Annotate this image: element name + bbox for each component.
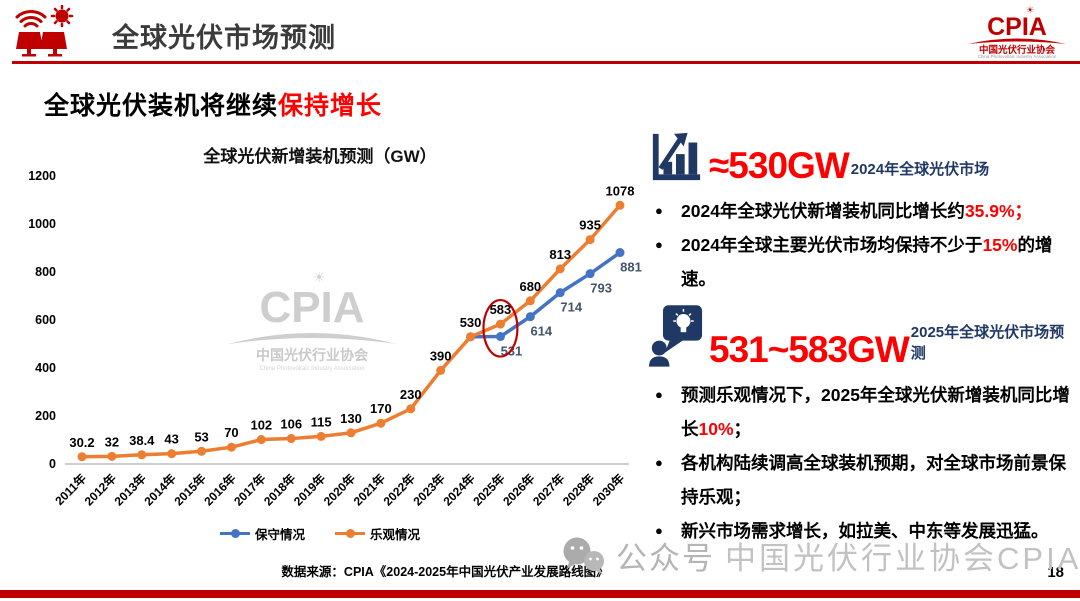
cpia-logo: ☀ CPIA 中国光伏行业协会 China Photovoltaic Indus… [968, 5, 1066, 59]
svg-text:70: 70 [224, 425, 238, 440]
svg-text:2014年: 2014年 [141, 471, 179, 509]
chart-title: 全球光伏新增装机预测（GW） [203, 147, 437, 166]
svg-text:102: 102 [250, 418, 272, 433]
legend-label-optimistic: 乐观情况 [370, 528, 421, 542]
svg-text:200: 200 [35, 409, 56, 423]
section-2025: 531~583GW 2025年全球光伏市场预测 预测乐观情况下，2025年全球光… [649, 302, 1077, 548]
svg-text:2020年: 2020年 [320, 471, 358, 509]
svg-text:130: 130 [340, 411, 362, 426]
line-chart: 0 200 400 600 800 1000 1200 2011年2012年2013年2014… [28, 169, 642, 509]
svg-text:CPIA: CPIA [987, 13, 1047, 41]
svg-text:2021年: 2021年 [350, 471, 388, 509]
bullet-list-2025: 预测乐观情况下，2025年全球光伏新增装机同比增长10%； 各机构陆续调高全球装… [649, 378, 1077, 548]
svg-text:2028年: 2028年 [559, 471, 597, 509]
chart-legend: 保守情况 乐观情况 [0, 524, 640, 543]
headline-sub-2024: 2024年全球光伏市场 [850, 161, 990, 178]
legend-item-conservative: 保守情况 [219, 524, 305, 543]
svg-text:China Photovoltaic Industry As: China Photovoltaic Industry Association [259, 366, 364, 372]
svg-text:714: 714 [560, 300, 582, 315]
svg-text:2030年: 2030年 [589, 471, 627, 509]
svg-text:2012年: 2012年 [81, 471, 119, 509]
bullet-list-2024: 2024年全球光伏新增装机同比增长约35.9%； 2024年全球主要光伏市场均保… [649, 194, 1077, 296]
svg-text:2027年: 2027年 [529, 471, 567, 509]
svg-text:400: 400 [35, 361, 56, 375]
svg-text:30.2: 30.2 [69, 435, 94, 450]
person-idea-icon [649, 305, 703, 367]
svg-text:1000: 1000 [28, 217, 56, 231]
data-source-note: 数据来源：CPIA《2024-2025年中国光伏产业发展路线图》 [281, 565, 609, 579]
headline-2024: ≈530GW [709, 145, 850, 186]
svg-text:2016年: 2016年 [201, 471, 239, 509]
svg-text:2015年: 2015年 [171, 471, 209, 509]
svg-text:600: 600 [35, 313, 56, 327]
legend-label-conservative: 保守情况 [254, 528, 305, 542]
svg-text:614: 614 [530, 324, 552, 339]
cpia-watermark: ☀ CPIA 中国光伏行业协会 China Photovoltaic Indus… [228, 269, 396, 372]
legend-item-optimistic: 乐观情况 [335, 524, 420, 543]
header-divider [12, 61, 1080, 64]
svg-text:2013年: 2013年 [111, 471, 149, 509]
svg-text:2019年: 2019年 [290, 471, 328, 509]
headline-2025: 531~583GW [709, 329, 910, 370]
svg-text:2024年: 2024年 [440, 471, 478, 509]
bullet: 各机构陆续调高全球装机预期，对全球市场前景保持乐观； [649, 446, 1077, 514]
svg-text:170: 170 [370, 401, 392, 416]
bullet: 2024年全球光伏新增装机同比增长约35.9%； [649, 194, 1077, 228]
svg-text:390: 390 [430, 348, 452, 363]
bullet: 预测乐观情况下，2025年全球光伏新增装机同比增长10%； [649, 378, 1077, 446]
svg-text:230: 230 [400, 387, 422, 402]
svg-text:115: 115 [311, 414, 332, 429]
svg-text:680: 680 [519, 279, 541, 294]
svg-text:38.4: 38.4 [129, 433, 155, 448]
svg-text:中国光伏行业协会: 中国光伏行业协会 [979, 44, 1056, 56]
svg-text:881: 881 [620, 260, 642, 275]
svg-text:CPIA: CPIA [259, 283, 364, 332]
svg-text:2018年: 2018年 [260, 471, 298, 509]
bottom-red-bar [0, 590, 1080, 598]
page-number: 18 [1047, 564, 1064, 581]
svg-text:106: 106 [280, 417, 302, 432]
svg-text:2023年: 2023年 [410, 471, 448, 509]
bullet: 新兴市场需求增长，如拉美、中东等发展迅猛。 [649, 514, 1077, 548]
svg-text:☀: ☀ [1026, 5, 1034, 15]
svg-text:China Photovoltaic Industry As: China Photovoltaic Industry Association [978, 54, 1057, 59]
svg-text:2022年: 2022年 [380, 471, 418, 509]
svg-text:2011年: 2011年 [52, 471, 90, 509]
page-title: 全球光伏市场预测 [112, 23, 336, 53]
section-2024: ≈530GW 2024年全球光伏市场 2024年全球光伏新增装机同比增长约35.… [649, 130, 1077, 296]
legend-marker-conservative [219, 529, 250, 538]
headline-sub-2025: 2025年全球光伏市场预测 [910, 324, 1065, 362]
svg-text:43: 43 [164, 432, 178, 447]
legend-marker-optimistic [335, 529, 365, 538]
svg-text:2025年: 2025年 [470, 471, 508, 509]
svg-text:800: 800 [35, 265, 56, 279]
svg-text:813: 813 [549, 247, 571, 262]
subtitle-red: 保持增长 [278, 92, 383, 120]
svg-text:1078: 1078 [606, 183, 635, 198]
insight-panel: ≈530GW 2024年全球光伏市场 2024年全球光伏新增装机同比增长约35.… [649, 130, 1077, 590]
svg-text:793: 793 [590, 281, 612, 296]
svg-text:1200: 1200 [28, 169, 56, 183]
svg-text:583: 583 [490, 302, 512, 317]
bullet: 2024年全球主要光伏市场均保持不少于15%的增速。 [649, 228, 1077, 296]
svg-text:2026年: 2026年 [499, 471, 537, 509]
bar-chart-growth-icon [652, 132, 701, 181]
svg-text:2017年: 2017年 [230, 471, 268, 509]
svg-text:935: 935 [579, 218, 601, 233]
svg-text:53: 53 [194, 429, 208, 444]
wechat-icon [563, 537, 604, 575]
svg-text:☀: ☀ [313, 269, 326, 285]
slide-subtitle: 全球光伏装机将继续保持增长 [44, 86, 382, 122]
svg-text:530: 530 [460, 315, 482, 330]
subtitle-black: 全球光伏装机将继续 [44, 92, 279, 120]
svg-text:0: 0 [49, 457, 56, 471]
solar-panel-sun-icon [15, 5, 74, 57]
svg-text:中国光伏行业协会: 中国光伏行业协会 [256, 347, 369, 363]
svg-text:32: 32 [105, 434, 119, 449]
